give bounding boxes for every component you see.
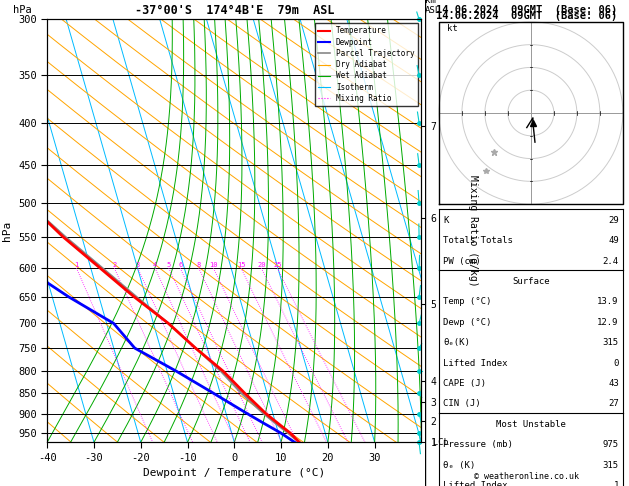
- Text: θₑ (K): θₑ (K): [443, 461, 476, 469]
- Text: 29: 29: [608, 216, 619, 225]
- Text: 975: 975: [603, 440, 619, 449]
- Text: 43: 43: [608, 379, 619, 388]
- Text: 8: 8: [197, 262, 201, 268]
- Y-axis label: hPa: hPa: [3, 221, 13, 241]
- Text: 25: 25: [273, 262, 282, 268]
- Text: θₑ(K): θₑ(K): [443, 338, 470, 347]
- Text: 15: 15: [237, 262, 245, 268]
- Text: kt: kt: [447, 24, 458, 34]
- Text: CIN (J): CIN (J): [443, 399, 481, 408]
- Text: 1: 1: [74, 262, 79, 268]
- Text: PW (cm): PW (cm): [443, 257, 481, 265]
- Text: 2.4: 2.4: [603, 257, 619, 265]
- Text: 4: 4: [153, 262, 157, 268]
- Title: -37°00'S  174°4B'E  79m  ASL: -37°00'S 174°4B'E 79m ASL: [135, 4, 334, 17]
- Text: km
ASL: km ASL: [425, 0, 442, 15]
- Text: Most Unstable: Most Unstable: [496, 420, 566, 429]
- Y-axis label: Mixing Ratio (g/kg): Mixing Ratio (g/kg): [468, 175, 478, 287]
- Text: Pressure (mb): Pressure (mb): [443, 440, 513, 449]
- Text: 315: 315: [603, 461, 619, 469]
- X-axis label: Dewpoint / Temperature (°C): Dewpoint / Temperature (°C): [143, 468, 325, 478]
- Text: 3: 3: [136, 262, 140, 268]
- Text: 12.9: 12.9: [598, 318, 619, 327]
- Text: Temp (°C): Temp (°C): [443, 297, 491, 306]
- Text: hPa: hPa: [13, 5, 32, 15]
- Text: 13.9: 13.9: [598, 297, 619, 306]
- Text: K: K: [443, 216, 448, 225]
- Text: 315: 315: [603, 338, 619, 347]
- Text: 10: 10: [209, 262, 218, 268]
- Text: 6: 6: [178, 262, 182, 268]
- Text: Dewp (°C): Dewp (°C): [443, 318, 491, 327]
- Text: 2: 2: [112, 262, 116, 268]
- Text: 14.06.2024  09GMT  (Base: 06): 14.06.2024 09GMT (Base: 06): [436, 11, 618, 21]
- Text: Lifted Index: Lifted Index: [443, 481, 508, 486]
- Text: Lifted Index: Lifted Index: [443, 359, 508, 367]
- Text: CAPE (J): CAPE (J): [443, 379, 486, 388]
- Text: 0: 0: [613, 359, 619, 367]
- Text: 5: 5: [167, 262, 171, 268]
- Text: 49: 49: [608, 236, 619, 245]
- Text: 20: 20: [257, 262, 265, 268]
- Text: 27: 27: [608, 399, 619, 408]
- Legend: Temperature, Dewpoint, Parcel Trajectory, Dry Adiabat, Wet Adiabat, Isotherm, Mi: Temperature, Dewpoint, Parcel Trajectory…: [315, 23, 418, 106]
- Text: 14.06.2024  09GMT  (Base: 06): 14.06.2024 09GMT (Base: 06): [436, 5, 618, 15]
- Text: 1: 1: [613, 481, 619, 486]
- Text: LCL: LCL: [422, 438, 448, 447]
- Text: Totals Totals: Totals Totals: [443, 236, 513, 245]
- Text: © weatheronline.co.uk: © weatheronline.co.uk: [474, 472, 579, 481]
- Text: Surface: Surface: [512, 277, 550, 286]
